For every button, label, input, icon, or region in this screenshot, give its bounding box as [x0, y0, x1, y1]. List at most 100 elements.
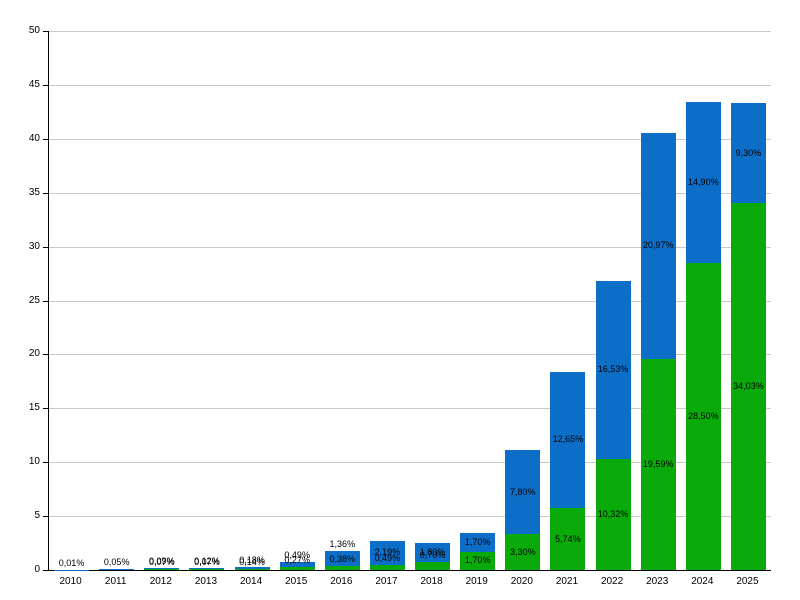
- y-tick-label: 0: [34, 564, 40, 575]
- y-tick-label: 10: [28, 456, 40, 468]
- bar-label-blue: 0,05%: [103, 557, 130, 568]
- bar-label-green: 1,70%: [464, 555, 491, 566]
- bar-label-blue: 0,09%: [149, 556, 175, 567]
- bar-label-blue: 0,18%: [239, 554, 265, 565]
- bar-label-blue: 16,53%: [597, 364, 629, 375]
- x-tick-label: 2021: [555, 576, 579, 587]
- y-axis-tick: [43, 138, 48, 140]
- bar-label-green: 0,49%: [374, 552, 401, 563]
- gridline: [49, 408, 771, 410]
- bar-segment-green: [460, 551, 496, 570]
- bar-label-green: 0,70%: [419, 550, 446, 561]
- y-tick-label: 20: [28, 348, 40, 360]
- y-axis-tick: [43, 462, 48, 464]
- bar-segment-blue: [595, 280, 631, 459]
- bar-label-blue: 0,01%: [58, 557, 85, 568]
- bar-segment-green: [730, 203, 766, 570]
- bar-segment-blue: [550, 371, 586, 509]
- bar-segment-green: [189, 569, 225, 570]
- bar-segment-blue: [369, 541, 405, 565]
- bar-label-green: 28,50%: [688, 410, 719, 421]
- bar-segment-green: [595, 458, 631, 570]
- x-tick-label: 2011: [104, 576, 127, 587]
- gridline: [49, 300, 771, 302]
- bar-label-blue: 12,65%: [552, 434, 584, 445]
- bar-label-green: 34,03%: [733, 381, 764, 392]
- bar-segment-blue: [505, 450, 541, 535]
- x-tick-label: 2017: [375, 576, 398, 587]
- x-tick-label: 2022: [600, 576, 624, 587]
- x-tick-label: 2019: [465, 576, 488, 587]
- y-tick-label: 45: [28, 78, 40, 90]
- y-axis-tick: [43, 300, 48, 302]
- gridline: [49, 516, 771, 518]
- bar-segment-green: [144, 569, 180, 570]
- gridline: [49, 31, 771, 32]
- bar-label-green: 19,59%: [642, 458, 674, 469]
- bar-label-blue: 0,49%: [284, 549, 310, 560]
- bar-label-blue: 9,30%: [735, 147, 762, 158]
- gridline: [49, 354, 771, 356]
- bar-segment-blue: [460, 533, 496, 552]
- bar-label-blue: 1,36%: [329, 539, 356, 550]
- bar-segment-blue: [415, 543, 451, 563]
- x-tick-label: 2013: [194, 576, 218, 587]
- x-tick-label: 2015: [285, 576, 308, 587]
- x-tick-label: 2018: [420, 576, 443, 587]
- y-tick-label: 50: [28, 25, 40, 36]
- bar-segment-green: [234, 568, 270, 570]
- bar-label-green: 0,27%: [284, 555, 310, 566]
- x-tick-label: 2023: [646, 576, 669, 587]
- bar-segment-blue: [324, 551, 360, 566]
- bar-segment-blue: [144, 568, 180, 570]
- bar-segment-green: [640, 358, 676, 570]
- gridline: [49, 246, 771, 248]
- bar-label-blue: 2,19%: [374, 547, 401, 558]
- y-axis-tick: [43, 84, 48, 86]
- y-tick-label: 30: [28, 240, 40, 252]
- bar-segment-green: [550, 508, 586, 570]
- bar-segment-blue: [99, 569, 135, 570]
- bar-label-blue: 7,80%: [510, 486, 536, 497]
- y-axis-tick: [43, 31, 48, 32]
- x-tick-label: 2020: [510, 576, 533, 587]
- bar-segment-blue: [234, 566, 270, 569]
- bar-label-green: 0,14%: [239, 556, 265, 567]
- y-tick-label: 35: [28, 186, 40, 198]
- gridline: [49, 138, 771, 140]
- bar-label-blue: 1,70%: [464, 537, 491, 548]
- bar-label-green: 5,74%: [555, 533, 581, 544]
- bar-label-blue: 0,12%: [194, 555, 220, 566]
- y-axis-tick: [43, 408, 48, 410]
- bar-label-green: 3,30%: [510, 546, 536, 557]
- plot-area: 0,01% 0,05% 0,07% 0,09% 0,07% 0,12% 0,14% 0,18%…: [48, 31, 771, 571]
- y-tick-label: 5: [34, 510, 40, 522]
- x-tick-label: 2024: [691, 576, 714, 587]
- bar-label-green: 0,38%: [329, 553, 356, 564]
- bar-segment-blue: [640, 132, 676, 359]
- x-tick-label: 2012: [149, 576, 172, 587]
- bar-segment-green: [279, 567, 315, 570]
- y-axis-tick: [43, 246, 48, 248]
- bar-segment-green: [415, 562, 451, 570]
- bar-segment-blue: [189, 567, 225, 570]
- bar-label-blue: 20,97%: [642, 240, 674, 251]
- bar-segment-blue: [730, 102, 766, 204]
- y-axis-tick: [43, 192, 48, 194]
- y-axis-tick: [43, 570, 48, 571]
- bar-segment-green: [685, 262, 721, 570]
- y-axis-tick: [43, 354, 48, 356]
- y-tick-label: 15: [28, 402, 40, 414]
- y-tick-label: 40: [28, 132, 40, 144]
- bar-segment-blue: [685, 102, 721, 263]
- bar-label-blue: 1,80%: [419, 547, 446, 558]
- x-tick-label: 2016: [330, 576, 353, 587]
- gridline: [49, 462, 771, 464]
- y-axis-tick: [43, 516, 48, 518]
- bar-segment-blue: [279, 561, 315, 568]
- gridline: [49, 84, 771, 86]
- bar-label-green: 10,32%: [597, 508, 629, 519]
- bar-label-green: 0,07%: [149, 557, 175, 568]
- bar-label-green: 0,07%: [194, 557, 220, 568]
- x-tick-label: 2014: [239, 576, 263, 587]
